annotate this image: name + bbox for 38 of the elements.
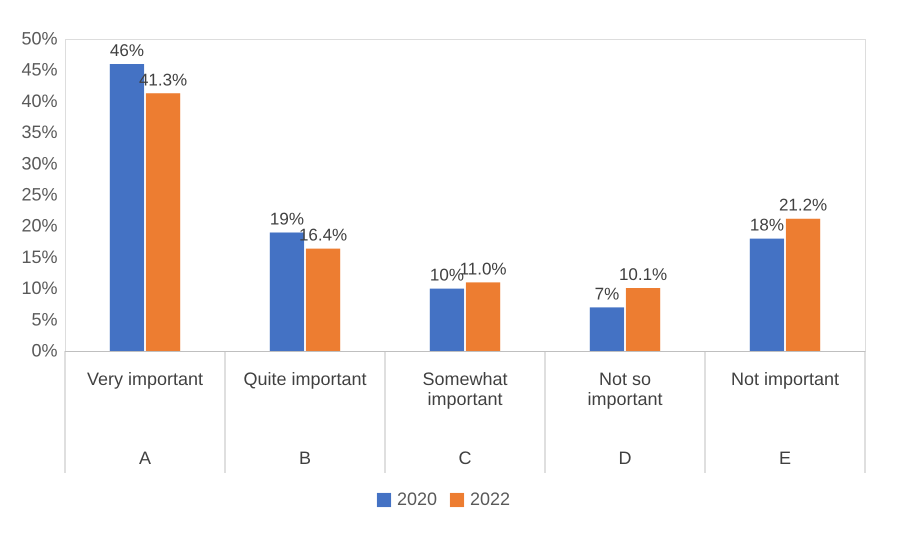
text: D	[618, 448, 632, 468]
y-tick-label: 10%	[21, 278, 58, 298]
y-tick-label: 45%	[21, 60, 58, 80]
data-label: 19%	[270, 209, 304, 228]
data-label: 7%	[594, 284, 620, 304]
legend-label: 2022	[470, 489, 510, 509]
y-tick-label: 0%	[31, 340, 58, 360]
bar	[466, 282, 500, 351]
data-label: 18%	[750, 216, 784, 235]
text: E	[778, 448, 792, 468]
y-tick-label: 20%	[21, 216, 58, 236]
y-tick-label: 25%	[21, 184, 58, 204]
data-label: 10.1%	[618, 264, 668, 284]
x-tick-label: Very important	[86, 369, 204, 389]
text: B	[298, 448, 312, 468]
y-tick-label: 40%	[21, 90, 58, 111]
data-label: 46%	[110, 40, 144, 60]
bar	[590, 307, 624, 351]
text: A	[138, 448, 152, 468]
y-tick-label: 35%	[21, 122, 58, 142]
data-label: 21.2%	[778, 196, 828, 215]
bar	[430, 288, 464, 351]
y-tick-label: 5%	[31, 309, 58, 330]
x-tick-label: Not so important	[587, 369, 663, 409]
x-tick-label: Quite important	[243, 369, 367, 389]
data-label: 16.4%	[298, 226, 348, 245]
x-tick-label: Somewhat important	[422, 369, 508, 409]
bar	[750, 238, 784, 351]
bar	[306, 248, 340, 351]
text: C	[458, 448, 472, 468]
y-tick-label: 30%	[21, 153, 58, 174]
y-tick-label: 15%	[21, 246, 58, 267]
bar	[626, 288, 660, 351]
legend-label: 2020	[397, 489, 438, 509]
x-tick-label: Not important	[730, 369, 840, 389]
bar	[786, 218, 820, 351]
y-tick-label: 50%	[21, 28, 58, 48]
bar	[146, 93, 180, 351]
